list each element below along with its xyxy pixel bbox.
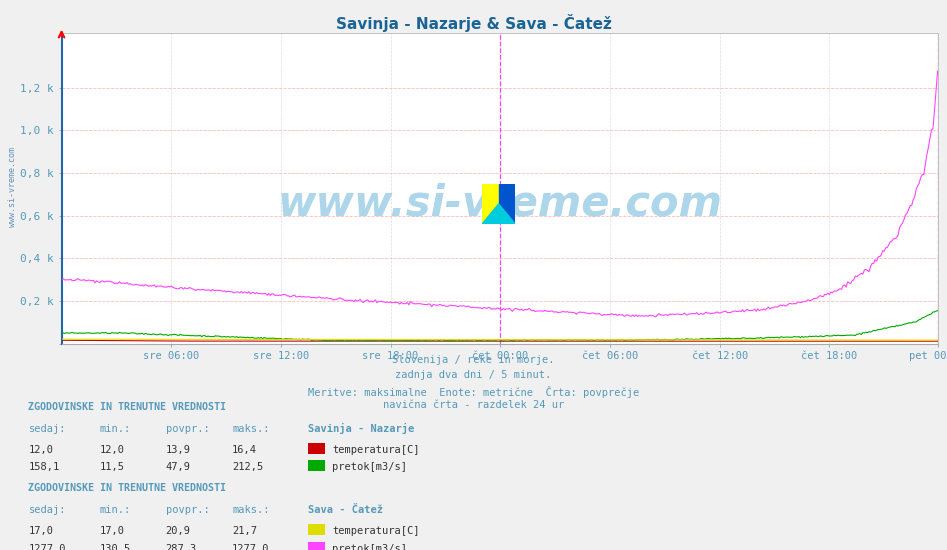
Text: www.si-vreme.com: www.si-vreme.com bbox=[277, 183, 722, 225]
Text: 12,0: 12,0 bbox=[99, 444, 124, 455]
Text: zadnja dva dni / 5 minut.: zadnja dva dni / 5 minut. bbox=[396, 370, 551, 380]
Text: Savinja - Nazarje: Savinja - Nazarje bbox=[308, 423, 414, 434]
Text: 130,5: 130,5 bbox=[99, 543, 131, 550]
Text: 13,9: 13,9 bbox=[166, 444, 190, 455]
Text: min.:: min.: bbox=[99, 505, 131, 515]
Text: povpr.:: povpr.: bbox=[166, 505, 209, 515]
Text: Meritve: maksimalne  Enote: metrične  Črta: povprečje: Meritve: maksimalne Enote: metrične Črta… bbox=[308, 386, 639, 398]
Text: ZGODOVINSKE IN TRENUTNE VREDNOSTI: ZGODOVINSKE IN TRENUTNE VREDNOSTI bbox=[28, 402, 226, 412]
Text: povpr.:: povpr.: bbox=[166, 424, 209, 434]
Text: min.:: min.: bbox=[99, 424, 131, 434]
Text: Sava - Čatež: Sava - Čatež bbox=[308, 505, 383, 515]
Text: 11,5: 11,5 bbox=[99, 462, 124, 472]
Text: 287,3: 287,3 bbox=[166, 543, 197, 550]
Text: 1277,0: 1277,0 bbox=[28, 543, 66, 550]
Text: 1277,0: 1277,0 bbox=[232, 543, 270, 550]
Text: sedaj:: sedaj: bbox=[28, 505, 66, 515]
Text: 212,5: 212,5 bbox=[232, 462, 263, 472]
Text: 17,0: 17,0 bbox=[28, 526, 53, 536]
Text: Slovenija / reke in morje.: Slovenija / reke in morje. bbox=[392, 355, 555, 365]
Text: 17,0: 17,0 bbox=[99, 526, 124, 536]
Polygon shape bbox=[482, 204, 515, 224]
Text: sedaj:: sedaj: bbox=[28, 424, 66, 434]
Text: navična črta - razdelek 24 ur: navična črta - razdelek 24 ur bbox=[383, 400, 564, 410]
Text: 16,4: 16,4 bbox=[232, 444, 257, 455]
Text: 21,7: 21,7 bbox=[232, 526, 257, 536]
Text: maks.:: maks.: bbox=[232, 424, 270, 434]
Text: 47,9: 47,9 bbox=[166, 462, 190, 472]
Text: www.si-vreme.com: www.si-vreme.com bbox=[8, 147, 17, 227]
Text: temperatura[C]: temperatura[C] bbox=[332, 526, 420, 536]
Text: pretok[m3/s]: pretok[m3/s] bbox=[332, 462, 407, 472]
Text: temperatura[C]: temperatura[C] bbox=[332, 444, 420, 455]
Text: ZGODOVINSKE IN TRENUTNE VREDNOSTI: ZGODOVINSKE IN TRENUTNE VREDNOSTI bbox=[28, 483, 226, 493]
Bar bbox=[482, 184, 499, 224]
Text: maks.:: maks.: bbox=[232, 505, 270, 515]
Text: Savinja - Nazarje & Sava - Čatež: Savinja - Nazarje & Sava - Čatež bbox=[335, 14, 612, 32]
Text: pretok[m3/s]: pretok[m3/s] bbox=[332, 543, 407, 550]
Text: 20,9: 20,9 bbox=[166, 526, 190, 536]
Text: 158,1: 158,1 bbox=[28, 462, 60, 472]
Bar bbox=[499, 184, 515, 224]
Text: 12,0: 12,0 bbox=[28, 444, 53, 455]
